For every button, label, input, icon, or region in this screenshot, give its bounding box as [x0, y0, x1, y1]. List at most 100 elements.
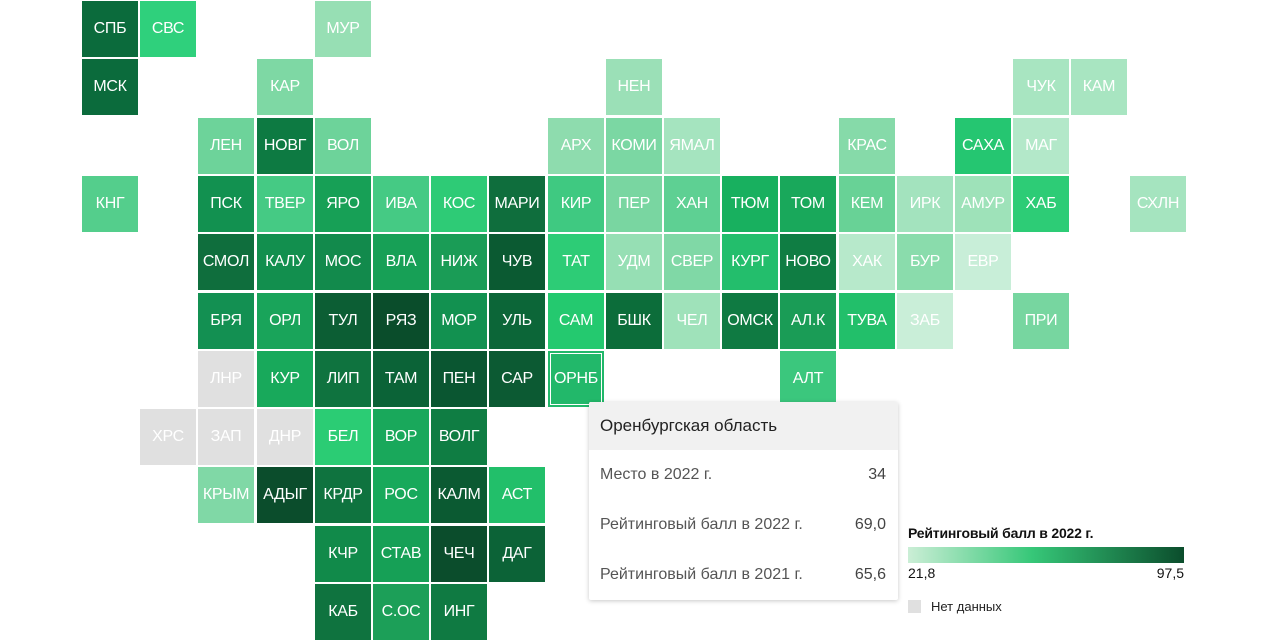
region-tile[interactable]: КАЛУ [257, 234, 313, 290]
region-tile[interactable]: ЧУК [1013, 59, 1069, 115]
region-tile[interactable]: ТОМ [780, 176, 836, 232]
region-tile[interactable]: ВОЛ [315, 118, 371, 174]
tooltip-row-label: Рейтинговый балл в 2022 г. [600, 516, 803, 533]
region-tile[interactable]: ХАН [664, 176, 720, 232]
region-tile[interactable]: МСК [82, 59, 138, 115]
region-tile[interactable]: МУР [315, 1, 371, 57]
region-tile[interactable]: ВОЛГ [431, 409, 487, 465]
region-tile[interactable]: АЛТ [780, 351, 836, 407]
region-tile[interactable]: КУРГ [722, 234, 778, 290]
region-tile[interactable]: МАГ [1013, 118, 1069, 174]
region-tile[interactable]: С.ОС [373, 584, 429, 640]
region-tile[interactable]: САХА [955, 118, 1011, 174]
no-data-label: Нет данных [931, 599, 1002, 615]
region-tile[interactable]: НОВГ [257, 118, 313, 174]
region-tile[interactable]: МОС [315, 234, 371, 290]
region-tile[interactable]: СМОЛ [198, 234, 254, 290]
region-tile[interactable]: БШК [606, 293, 662, 349]
region-tile[interactable]: СВЕР [664, 234, 720, 290]
no-data-swatch [908, 600, 921, 614]
region-tile[interactable]: ОРНБ [548, 351, 604, 407]
region-tile[interactable]: КАЛМ [431, 467, 487, 523]
region-tile[interactable]: НЕН [606, 59, 662, 115]
color-legend: Рейтинговый балл в 2022 г. 21,8 97,5 [908, 525, 1188, 583]
tooltip-row-score-2021: Рейтинговый балл в 2021 г. 65,6 [589, 550, 898, 600]
region-tile[interactable]: КИР [548, 176, 604, 232]
region-tile[interactable]: ТЮМ [722, 176, 778, 232]
region-tile[interactable]: СВС [140, 1, 196, 57]
region-tile[interactable]: КРДР [315, 467, 371, 523]
region-tile[interactable]: АСТ [489, 467, 545, 523]
region-tile[interactable]: ЯМАЛ [664, 118, 720, 174]
region-tile[interactable]: ЕВР [955, 234, 1011, 290]
region-tile[interactable]: ХРС [140, 409, 196, 465]
region-tile[interactable]: ОМСК [722, 293, 778, 349]
region-tile[interactable]: КОС [431, 176, 487, 232]
region-tile[interactable]: ТАТ [548, 234, 604, 290]
region-tile[interactable]: ТВЕР [257, 176, 313, 232]
region-tile[interactable]: ПЕН [431, 351, 487, 407]
region-tile[interactable]: ВЛА [373, 234, 429, 290]
legend-title: Рейтинговый балл в 2022 г. [908, 525, 1094, 541]
region-tile[interactable]: ДНР [257, 409, 313, 465]
region-tile[interactable]: БРЯ [198, 293, 254, 349]
region-tile[interactable]: ЧУВ [489, 234, 545, 290]
region-tile[interactable]: ЛНР [198, 351, 254, 407]
region-tile[interactable]: СПБ [82, 1, 138, 57]
region-tile[interactable]: ТАМ [373, 351, 429, 407]
region-tile[interactable]: САР [489, 351, 545, 407]
region-tile[interactable]: БУР [897, 234, 953, 290]
region-tile[interactable]: НОВО [780, 234, 836, 290]
region-tile[interactable]: АМУР [955, 176, 1011, 232]
region-tile[interactable]: ПСК [198, 176, 254, 232]
region-tile[interactable]: РОС [373, 467, 429, 523]
region-tile[interactable]: ИНГ [431, 584, 487, 640]
region-tile[interactable]: ПРИ [1013, 293, 1069, 349]
legend-min-label: 21,8 [908, 565, 936, 581]
region-tile[interactable]: ВОР [373, 409, 429, 465]
region-tile[interactable]: МОР [431, 293, 487, 349]
region-tile[interactable]: КАМ [1071, 59, 1127, 115]
region-tile[interactable]: КУР [257, 351, 313, 407]
region-tile[interactable]: КОМИ [606, 118, 662, 174]
region-tile[interactable]: АДЫГ [257, 467, 313, 523]
region-tile[interactable]: БЕЛ [315, 409, 371, 465]
region-tile[interactable]: СТАВ [373, 526, 429, 582]
region-tile[interactable]: КРЫМ [198, 467, 254, 523]
region-tooltip: Оренбургская область Место в 2022 г. 34 … [589, 402, 898, 600]
tooltip-row-value: 65,6 [854, 566, 886, 583]
region-tile[interactable]: ЧЕЧ [431, 526, 487, 582]
region-tile[interactable]: САМ [548, 293, 604, 349]
region-tile[interactable]: АРХ [548, 118, 604, 174]
region-tile[interactable]: КНГ [82, 176, 138, 232]
region-tile[interactable]: ХАБ [1013, 176, 1069, 232]
region-tile[interactable]: КАБ [315, 584, 371, 640]
region-tile[interactable]: КРАС [839, 118, 895, 174]
region-tile[interactable]: ДАГ [489, 526, 545, 582]
region-tile[interactable]: АЛ.К [780, 293, 836, 349]
region-tile[interactable]: ТУВА [839, 293, 895, 349]
region-tile[interactable]: НИЖ [431, 234, 487, 290]
region-tile[interactable]: УЛЬ [489, 293, 545, 349]
region-tile[interactable]: МАРИ [489, 176, 545, 232]
region-tile[interactable]: ХАК [839, 234, 895, 290]
region-tile[interactable]: ПЕР [606, 176, 662, 232]
region-tile[interactable]: ТУЛ [315, 293, 371, 349]
region-tile[interactable]: КЕМ [839, 176, 895, 232]
region-tile[interactable]: ОРЛ [257, 293, 313, 349]
region-tile[interactable]: СХЛН [1130, 176, 1186, 232]
region-tile[interactable]: ИВА [373, 176, 429, 232]
region-tile[interactable]: ИРК [897, 176, 953, 232]
region-tile[interactable]: ЛЕН [198, 118, 254, 174]
region-tile[interactable]: ЛИП [315, 351, 371, 407]
region-tile[interactable]: КАР [257, 59, 313, 115]
region-tile[interactable]: РЯЗ [373, 293, 429, 349]
region-tile[interactable]: УДМ [606, 234, 662, 290]
region-tile[interactable]: ЗАБ [897, 293, 953, 349]
tooltip-row-score-2022: Рейтинговый балл в 2022 г. 69,0 [589, 500, 898, 550]
region-tile[interactable]: ЯРО [315, 176, 371, 232]
legend-scale-labels: 21,8 97,5 [908, 565, 1184, 583]
region-tile[interactable]: ЧЕЛ [664, 293, 720, 349]
region-tile[interactable]: ЗАП [198, 409, 254, 465]
region-tile[interactable]: КЧР [315, 526, 371, 582]
